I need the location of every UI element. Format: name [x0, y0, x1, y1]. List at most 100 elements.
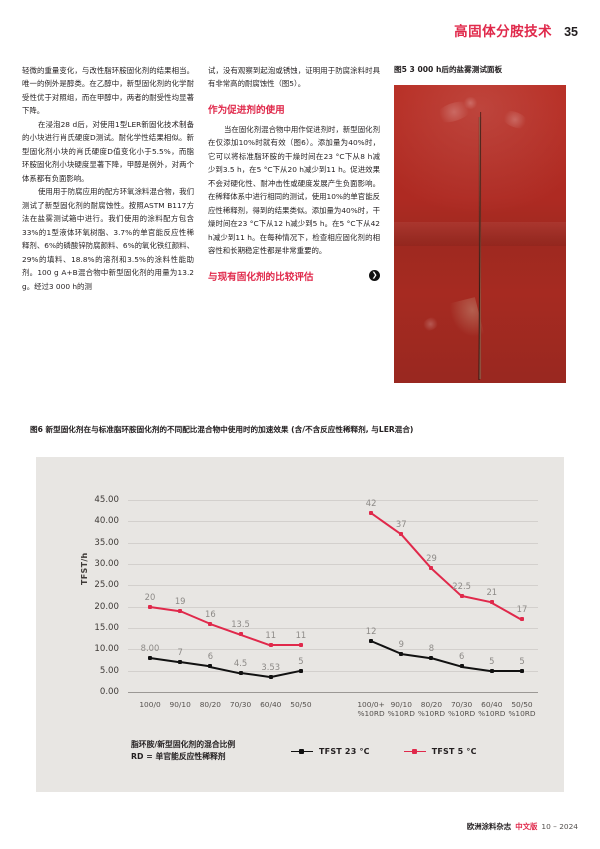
chart-data-label: 13.5 — [231, 619, 250, 630]
chart-x-axis-title-line1: 脂环胺/新型固化剂的混合比例 — [131, 740, 236, 749]
chart-data-point — [268, 674, 273, 679]
chart-data-point — [238, 632, 243, 637]
chart-plot-area: 0.00 5.00 10.00 15.00 20.00 25.00 30.00 35.00 40… — [94, 495, 538, 718]
chart-data-label: 8.00 — [140, 642, 160, 653]
panel-blemish — [462, 97, 479, 110]
chart-y-tick-label: 30.00 — [94, 559, 119, 569]
footer-issue: 10 – 2024 — [541, 822, 578, 831]
chart-data-label: 6 — [207, 651, 214, 662]
chart-data-point — [399, 532, 404, 537]
figure-6-chart: TFST/h 0.00 5.00 10.00 15.00 20.00 25.00 30.00… — [36, 457, 564, 792]
footer-edition: 中文版 — [515, 822, 538, 831]
chart-x-tick-label: 100/0 — [139, 700, 161, 709]
chart-line-segment — [240, 671, 271, 678]
figure-5-caption: 图5 3 000 h后的盐雾测试面板 — [394, 65, 503, 74]
header-title: 高固体分胺技术 — [454, 24, 553, 39]
chart-data-label: 7 — [177, 647, 183, 658]
chart-y-tick-label: 35.00 — [94, 537, 119, 548]
chart-line-segment — [180, 661, 211, 668]
chart-data-label: 5 — [298, 655, 304, 666]
chart-data-label: 16 — [205, 608, 216, 619]
chart-x-tick-label: 80/20 — [199, 700, 222, 709]
page-footer: 欧洲涂料杂志 中文版 10 – 2024 — [467, 821, 578, 832]
column-two: 试，没有观察到起泡或锈蚀，证明用于防腐涂料时具有非常高的耐腐蚀性（图5）。 作为… — [208, 64, 380, 383]
page-header: 高固体分胺技术 35 — [454, 20, 578, 40]
chart-line-segment — [401, 652, 432, 659]
chart-y-tick-label: 40.00 — [94, 516, 119, 527]
chart-data-label: 3.53 — [261, 661, 281, 672]
chart-data-label: 8 — [428, 642, 435, 653]
chart-data-point — [489, 668, 494, 673]
chart-data-point — [148, 604, 152, 609]
section-heading-accelerator: 作为促进剂的使用 — [208, 104, 285, 116]
chart-gridline — [128, 649, 538, 651]
chart-x-tick-label: 90/10 — [169, 700, 191, 709]
chart-data-point — [208, 664, 213, 669]
chart-legend-item: TFST 23 °C — [291, 747, 370, 756]
chart-x-axis-title-line2: RD = 单官能反应性稀释剂 — [131, 752, 226, 762]
chart-data-label: 21 — [486, 587, 498, 598]
chart-y-tick-label: 25.00 — [94, 580, 119, 591]
chart-gridline — [128, 628, 538, 629]
chart-data-label: 19 — [174, 595, 186, 606]
chart-y-tick-label: 0.00 — [99, 687, 119, 697]
chart-data-point — [489, 600, 494, 605]
chart-data-point — [429, 655, 434, 660]
chart-data-label: 6 — [458, 651, 465, 662]
chart-y-tick-label: 10.00 — [94, 644, 119, 655]
paragraph: 当在固化剂混合物中用作促进剂时，新型固化剂在仅添加10%时就有效（图6）。添加量… — [208, 124, 380, 256]
chart-y-axis-label: TFST/h — [80, 552, 89, 585]
chart-data-label: 37 — [395, 519, 407, 530]
chart-data-label: 11 — [265, 630, 277, 641]
chart-data-point — [459, 594, 464, 598]
section-heading-comparison: 与现有固化剂的比较评估 ❯ — [208, 269, 380, 283]
paragraph: 试，没有观察到起泡或锈蚀，证明用于防腐涂料时具有非常高的耐腐蚀性（图5）。 — [208, 66, 380, 89]
chart-data-point — [298, 643, 303, 648]
chart-x-tick-label: 100/0+ %10RD — [357, 700, 385, 719]
chart-data-point — [459, 664, 464, 669]
chart-gridline — [128, 521, 538, 523]
chart-data-label: 5 — [489, 655, 495, 666]
chart-data-point — [178, 660, 183, 665]
chart-data-label: 5 — [519, 655, 525, 666]
page-number: 35 — [564, 25, 578, 39]
chart-data-point — [178, 608, 183, 613]
chart-line-segment — [491, 669, 522, 672]
chart-x-axis-title: 脂环胺/新型固化剂的混合比例 RD = 单官能反应性稀释剂 — [131, 739, 235, 764]
chart-data-label: 20 — [144, 591, 156, 602]
chart-legend-marker-icon — [403, 748, 426, 756]
chart-gridline — [128, 500, 538, 501]
chart-gridline — [128, 564, 538, 565]
chart-data-point — [148, 655, 152, 660]
chart-x-tick-label: 90/10 %10RD — [387, 700, 415, 719]
chart-gridline — [128, 606, 538, 608]
chart-x-tick-label: 50/50 — [290, 700, 312, 709]
panel-blemish — [419, 314, 441, 334]
chart-data-point — [520, 668, 524, 673]
figure-5: 图5 3 000 h后的盐雾测试面板 — [394, 64, 566, 384]
chart-gridline — [128, 585, 538, 587]
chart-data-point — [369, 638, 374, 643]
chart-y-tick-label: 20.00 — [94, 601, 119, 612]
paragraph: 使用用于防腐应用的配方环氧涂料混合物，我们测试了新型固化剂的耐腐蚀性。按照AST… — [22, 187, 194, 291]
chart-x-tick-label: 70/30 %10RD — [447, 700, 476, 719]
chart-legend: TFST 23 °C TFST 5 °C — [291, 747, 477, 756]
chart-data-point — [208, 621, 213, 626]
chart-data-label: 29 — [426, 553, 437, 564]
salt-spray-test-panel — [394, 85, 566, 384]
chart-data-label: 42 — [365, 497, 377, 508]
chart-y-tick-label: 5.00 — [99, 665, 119, 676]
chart-x-tick-label: 60/40 %10RD — [478, 700, 506, 719]
figure-6-caption: 图6 新型固化剂在与标准脂环胺固化剂的不同配比混合物中使用时的加速效果 (含/不… — [30, 425, 414, 434]
chart-line-segment — [270, 644, 301, 646]
chart-data-point — [520, 617, 524, 622]
chart-legend-item: TFST 5 °C — [403, 747, 477, 756]
chart-x-tick-label: 50/50 %10RD — [508, 700, 536, 719]
chart-x-tick-label: 80/20 %10RD — [417, 700, 446, 719]
chart-legend-label: TFST 5 °C — [431, 747, 477, 756]
chart-data-point — [238, 670, 243, 675]
column-one: 轻微的重量变化，与改性脂环胺固化剂的结果相当。唯一的例外是醇类。在乙醇中，新型固… — [22, 64, 194, 383]
panel-blemish — [498, 107, 530, 132]
chart-data-point — [298, 668, 303, 673]
